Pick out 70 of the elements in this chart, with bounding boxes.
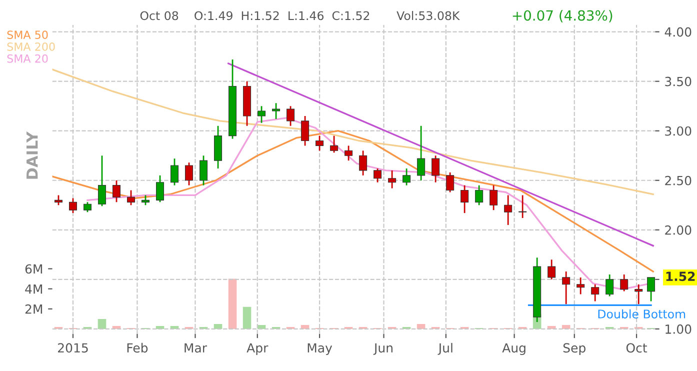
x-tick-label: Aug — [502, 343, 526, 356]
candlestick — [142, 194, 150, 206]
candlestick — [518, 194, 527, 219]
candlestick — [432, 154, 440, 184]
candlestick — [606, 274, 614, 297]
y-tick-label: 3.00 — [665, 126, 692, 136]
line-series — [52, 68, 654, 196]
candlestick — [126, 190, 136, 206]
bar — [98, 318, 106, 329]
y-tick-label: 2.00 — [665, 225, 692, 235]
candlestick — [98, 154, 106, 207]
candlestick — [446, 172, 454, 193]
y-tick-label: 2.50 — [665, 176, 692, 186]
y-tick-label: 1.00 — [666, 324, 692, 334]
text: DAILY — [26, 131, 38, 179]
text: Oct 08 O:1.49 H:1.52 L:1.46 C:1.52 Vol:53.08K — [140, 10, 460, 20]
x-tick-label: Oct — [626, 343, 648, 353]
candlestick — [54, 194, 62, 206]
candlestick — [576, 276, 585, 295]
x-tick-label: Feb — [127, 342, 148, 353]
candlestick — [316, 135, 324, 152]
annotation: Double Bottom — [598, 309, 686, 318]
candlestick — [170, 158, 179, 186]
candlestick — [344, 145, 353, 162]
y2-tick-label: 2M — [25, 304, 42, 314]
line-series — [52, 130, 654, 272]
bar — [242, 306, 252, 329]
bar — [228, 278, 237, 329]
candlestick — [548, 258, 556, 280]
candlestick — [504, 194, 512, 226]
candlestick — [460, 184, 469, 214]
candlestick — [330, 135, 338, 154]
candlestick — [417, 125, 426, 182]
x-tick-label: Jul — [438, 342, 452, 355]
candlestick — [374, 168, 382, 184]
x-tick-label: 2015 — [58, 343, 88, 353]
candlestick — [200, 154, 208, 186]
candlestick — [112, 180, 121, 203]
candlestick — [388, 170, 396, 189]
candlestick — [286, 105, 295, 127]
candlestick — [156, 174, 164, 203]
candlestick — [272, 102, 280, 120]
candlestick — [301, 115, 310, 146]
candlestick — [83, 201, 92, 213]
candlestick — [634, 284, 643, 305]
candlestick — [562, 270, 570, 305]
series-label: SMA 200 — [7, 42, 55, 51]
candlestick — [591, 284, 600, 302]
text: SMA 50 — [7, 30, 48, 40]
candlestick — [620, 274, 628, 292]
text: SMA 20 — [7, 54, 48, 63]
x-tick-label: Mar — [184, 343, 208, 353]
candlestick — [402, 168, 411, 186]
x-tick-label: May — [308, 343, 332, 356]
y2-tick-label: 6M — [25, 264, 42, 274]
x-tick-label: Jun — [373, 343, 392, 355]
text: +0.07 (4.83%) — [512, 10, 612, 22]
candlestick — [185, 162, 194, 186]
y-tick-label: 4.00 — [664, 27, 692, 37]
y-tick-label: 3.50 — [665, 76, 692, 86]
candlestick — [258, 105, 266, 124]
candlestick — [490, 184, 498, 211]
candlestick — [68, 198, 78, 214]
x-tick-label: Apr — [246, 343, 268, 356]
y2-tick-label: 4M — [25, 284, 42, 294]
candlestick — [475, 184, 484, 206]
bar — [416, 324, 426, 329]
candlestick — [359, 150, 368, 176]
x-tick-label: Sep — [563, 343, 586, 356]
annotation: 1.52 — [666, 272, 695, 282]
